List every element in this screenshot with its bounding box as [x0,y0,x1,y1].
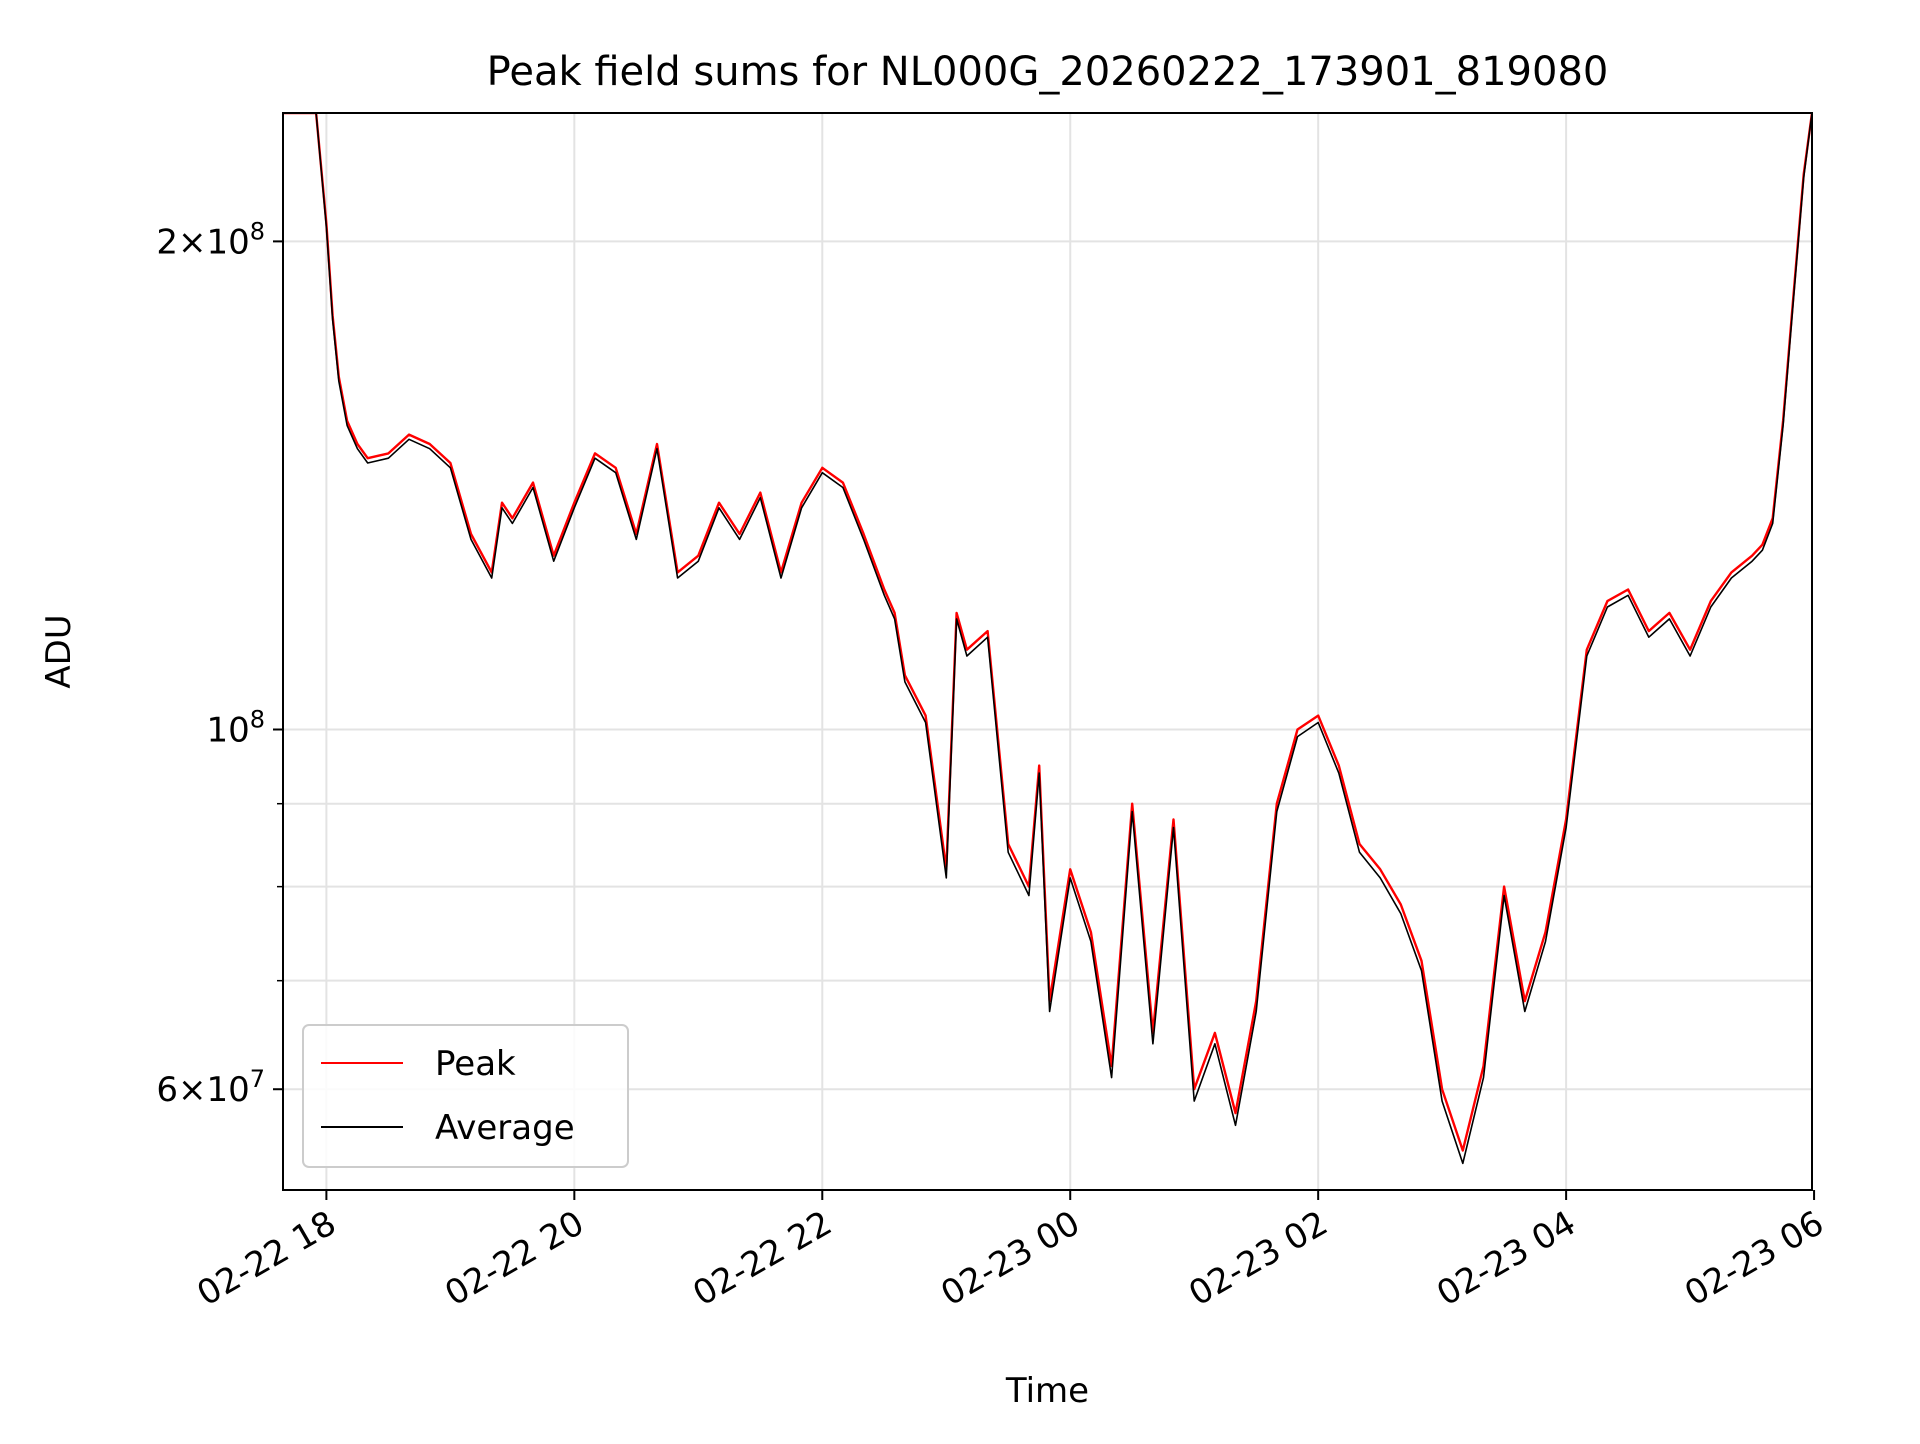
x-tick-label: 02-22 20 [438,1203,590,1314]
y-axis-label: ADU [39,614,79,688]
x-tick-label: 02-23 06 [1678,1203,1830,1314]
series-layer [283,113,1812,1165]
x-tick-label: 02-22 22 [686,1203,838,1314]
x-tick-label: 02-23 04 [1430,1203,1582,1314]
x-tick-label: 02-23 00 [934,1203,1086,1314]
grid [283,113,1812,1190]
x-axis-label: Time [1005,1371,1089,1411]
y-tick-label: 108 [206,706,265,751]
x-tick-label: 02-23 02 [1182,1203,1334,1314]
x-tick-label: 02-22 18 [190,1203,342,1314]
series-line-peak [283,113,1812,1152]
legend-label-peak: Peak [435,1044,516,1084]
legend-box [302,1024,629,1168]
chart-title: Peak field sums for NL000G_20260222_1739… [487,49,1609,95]
legend: Peak Average [302,1024,629,1168]
legend-label-average: Average [435,1108,575,1148]
series-line-average [283,113,1812,1165]
y-tick-label: 6×107 [156,1065,265,1110]
plot-frame [282,112,1813,1191]
y-tick-label: 2×108 [156,217,265,262]
